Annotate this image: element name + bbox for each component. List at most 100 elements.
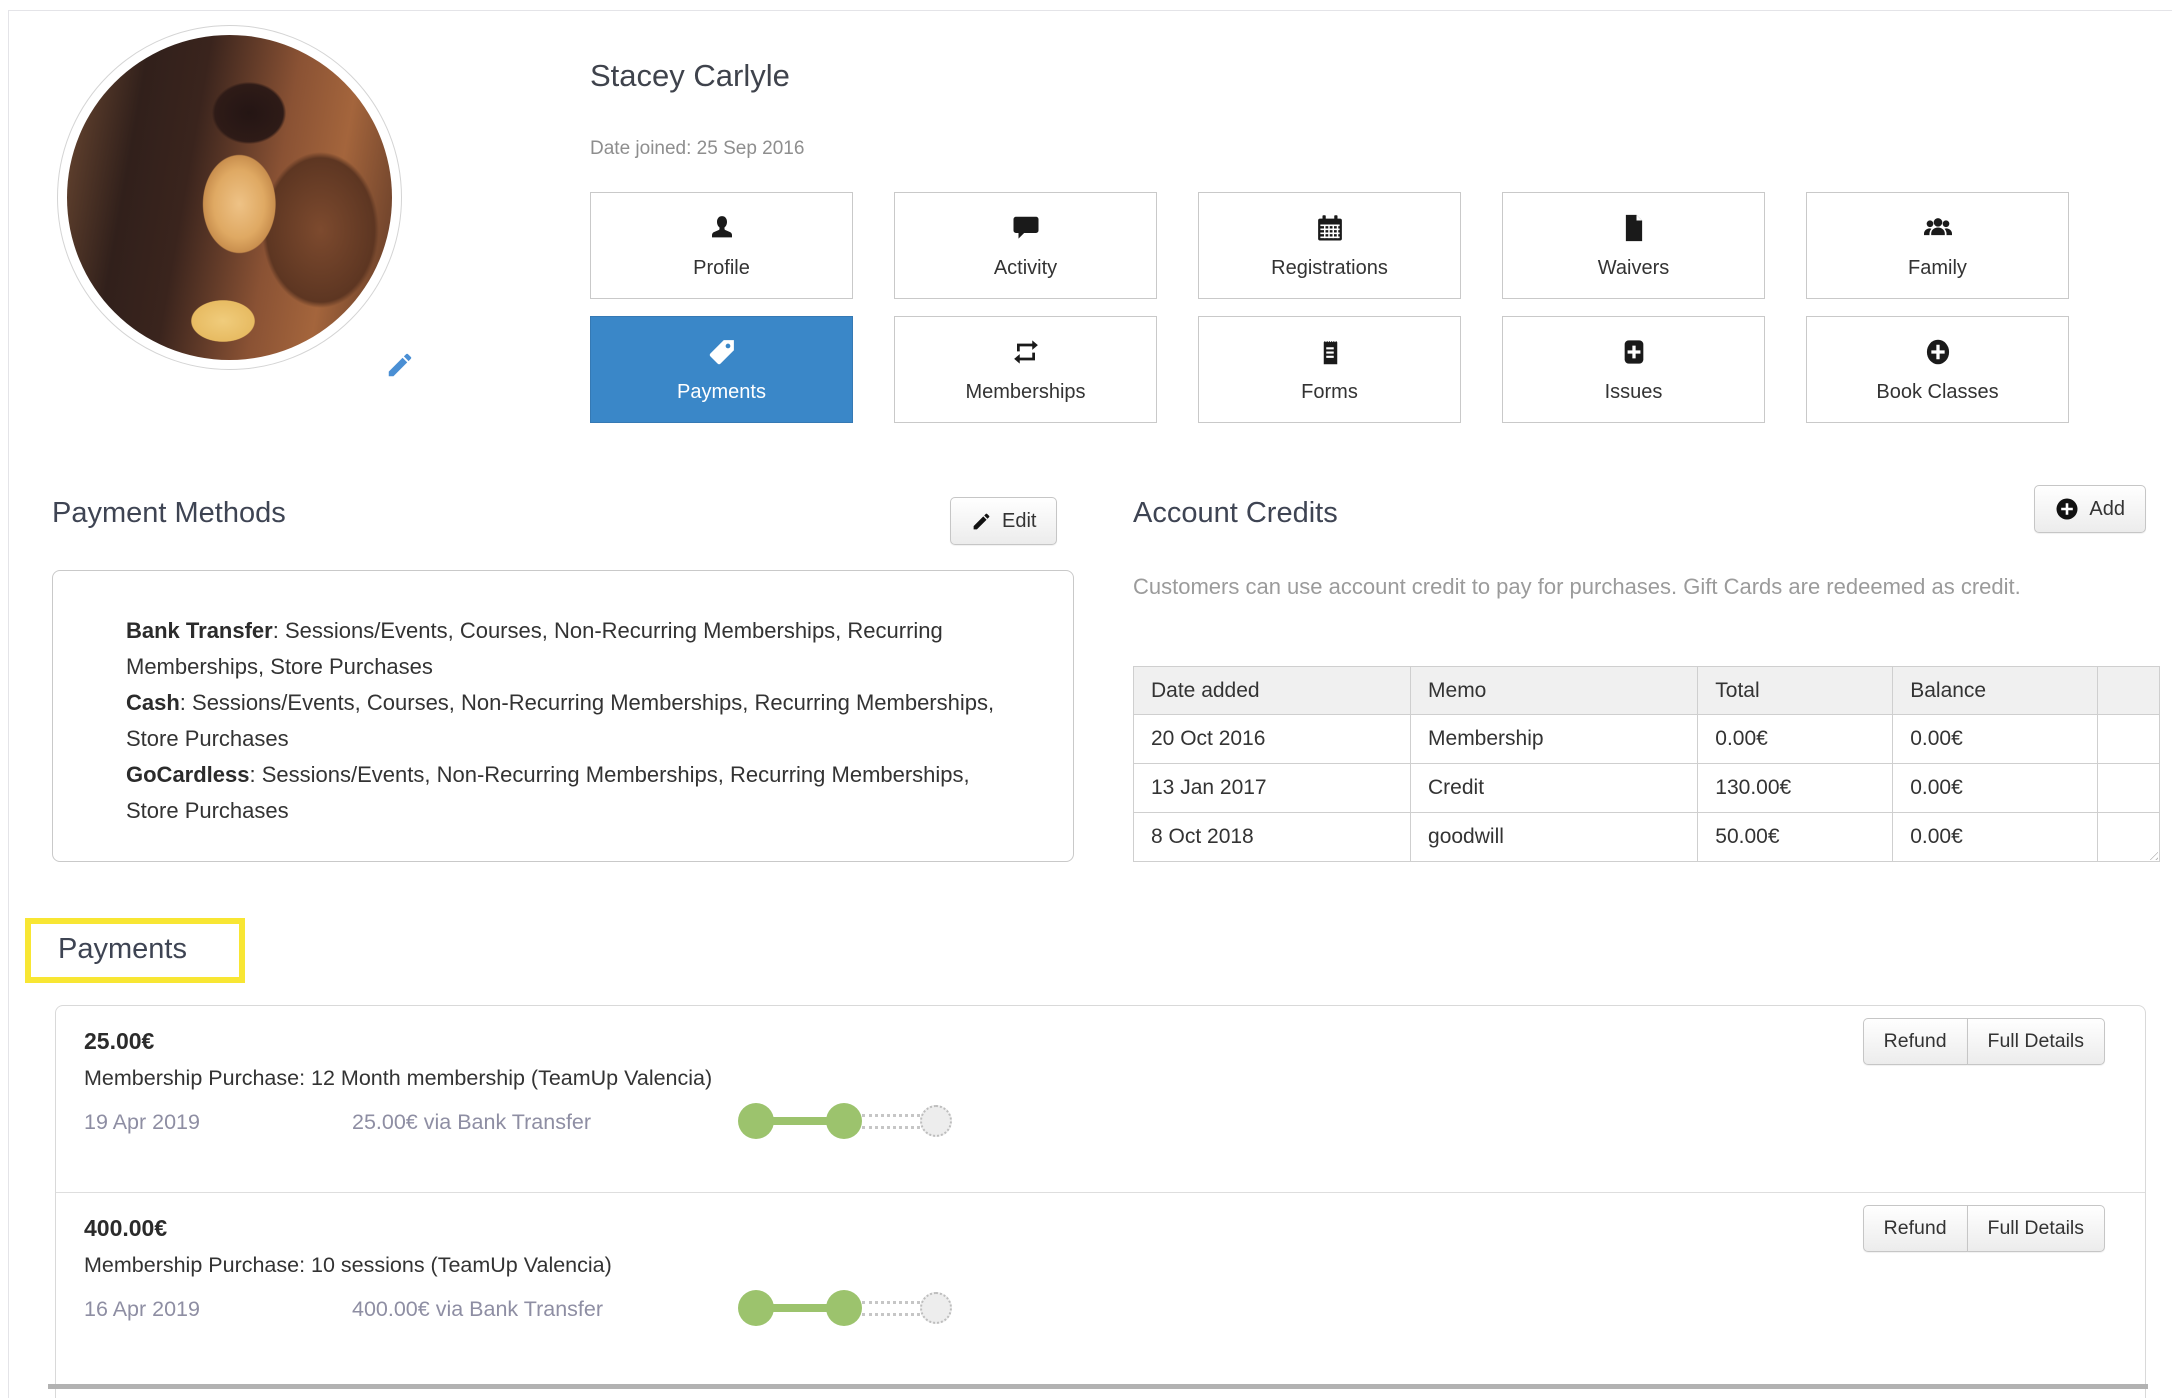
tag-icon bbox=[707, 336, 737, 368]
payments-title: Payments bbox=[58, 933, 187, 965]
plus-square-icon bbox=[1620, 336, 1648, 368]
payment-description: Membership Purchase: 12 Month membership… bbox=[84, 1066, 713, 1090]
edit-payment-methods-button[interactable]: Edit bbox=[950, 497, 1058, 545]
nav-label: Forms bbox=[1301, 380, 1358, 403]
avatar bbox=[67, 35, 392, 360]
cell-total: 130.00€ bbox=[1697, 763, 1894, 813]
calendar-icon bbox=[1315, 212, 1345, 244]
column-header-date-added: Date added bbox=[1132, 666, 1412, 715]
plus-circle-icon bbox=[2055, 497, 2079, 521]
payment-method-details: : Sessions/Events, Courses, Non-Recurrin… bbox=[126, 690, 995, 751]
nav-button-book-classes[interactable]: Book Classes bbox=[1806, 316, 2069, 423]
payment-progress-indicator bbox=[738, 1290, 952, 1326]
payment-method-name: GoCardless bbox=[126, 762, 250, 787]
table-row: 20 Oct 2016 Membership 0.00€ 0.00€ bbox=[1132, 714, 2160, 764]
progress-dot-filled bbox=[826, 1103, 862, 1139]
cell-total: 0.00€ bbox=[1697, 714, 1894, 764]
cell-empty bbox=[2097, 714, 2160, 764]
payment-method-gocardless: GoCardless: Sessions/Events, Non-Recurri… bbox=[126, 757, 1025, 829]
progress-connector-dotted bbox=[862, 1113, 920, 1129]
nav-label: Profile bbox=[693, 256, 750, 279]
edit-photo-pencil-icon[interactable] bbox=[385, 350, 415, 380]
cell-empty bbox=[2097, 812, 2160, 862]
nav-label: Book Classes bbox=[1876, 380, 1999, 403]
payment-date: 16 Apr 2019 bbox=[84, 1297, 200, 1321]
nav-label: Issues bbox=[1604, 380, 1663, 403]
next-payment-row-partial bbox=[55, 1389, 2146, 1398]
nav-label: Payments bbox=[677, 380, 766, 403]
payment-method-summary: 400.00€ via Bank Transfer bbox=[352, 1297, 603, 1321]
payment-method-name: Cash bbox=[126, 690, 180, 715]
progress-connector-solid bbox=[772, 1117, 828, 1125]
file-icon bbox=[1619, 212, 1649, 244]
customer-name: Stacey Carlyle bbox=[590, 58, 790, 93]
refund-button[interactable]: Refund bbox=[1862, 1205, 1967, 1252]
progress-dot-filled bbox=[826, 1290, 862, 1326]
nav-button-registrations[interactable]: Registrations bbox=[1198, 192, 1461, 299]
nav-button-issues[interactable]: Issues bbox=[1502, 316, 1765, 423]
payment-method-details: : Sessions/Events, Courses, Non-Recurrin… bbox=[126, 618, 943, 679]
payment-progress-indicator bbox=[738, 1103, 952, 1139]
full-details-button[interactable]: Full Details bbox=[1966, 1205, 2105, 1252]
nav-button-payments[interactable]: Payments bbox=[590, 316, 853, 423]
cell-date-added: 13 Jan 2017 bbox=[1132, 763, 1412, 813]
payment-description: Membership Purchase: 10 sessions (TeamUp… bbox=[84, 1253, 612, 1277]
users-icon bbox=[1922, 212, 1954, 244]
cell-balance: 0.00€ bbox=[1892, 763, 2099, 813]
progress-dot-filled bbox=[738, 1290, 774, 1326]
cell-balance: 0.00€ bbox=[1892, 714, 2099, 764]
refund-button[interactable]: Refund bbox=[1862, 1018, 1967, 1065]
column-header-balance: Balance bbox=[1892, 666, 2099, 715]
payment-actions: Refund Full Details bbox=[1862, 1205, 2105, 1252]
nav-label: Activity bbox=[993, 256, 1058, 279]
table-row: 8 Oct 2018 goodwill 50.00€ 0.00€ bbox=[1132, 812, 2160, 862]
date-joined: Date joined: 25 Sep 2016 bbox=[590, 138, 805, 159]
column-header-total: Total bbox=[1697, 666, 1894, 715]
account-credits-table: Date added Memo Total Balance 20 Oct 201… bbox=[1132, 666, 2160, 862]
payment-amount: 25.00€ bbox=[84, 1028, 155, 1054]
nav-label: Waivers bbox=[1597, 256, 1670, 279]
nav-button-profile[interactable]: Profile bbox=[590, 192, 853, 299]
pencil-icon bbox=[971, 511, 992, 532]
payment-method-cash: Cash: Sessions/Events, Courses, Non-Recu… bbox=[126, 685, 1025, 757]
payment-method-bank-transfer: Bank Transfer: Sessions/Events, Courses,… bbox=[126, 613, 1025, 685]
cell-memo: Credit bbox=[1410, 763, 1699, 813]
payment-amount: 400.00€ bbox=[84, 1215, 168, 1241]
nav-button-waivers[interactable]: Waivers bbox=[1502, 192, 1765, 299]
add-credit-button[interactable]: Add bbox=[2034, 485, 2146, 533]
panel-left-border bbox=[8, 10, 9, 1398]
cell-date-added: 20 Oct 2016 bbox=[1132, 714, 1412, 764]
nav-button-family[interactable]: Family bbox=[1806, 192, 2069, 299]
table-row: 13 Jan 2017 Credit 130.00€ 0.00€ bbox=[1132, 763, 2160, 813]
nav-label: Registrations bbox=[1271, 256, 1388, 279]
avatar-ring bbox=[57, 25, 402, 370]
edit-button-label: Edit bbox=[1002, 509, 1037, 532]
add-button-label: Add bbox=[2089, 497, 2125, 520]
progress-dot-empty bbox=[920, 1292, 952, 1324]
nav-button-activity[interactable]: Activity bbox=[894, 192, 1157, 299]
forms-icon bbox=[1315, 336, 1345, 368]
panel-top-border bbox=[8, 10, 2172, 11]
payment-methods-title: Payment Methods bbox=[52, 497, 286, 529]
payments-title-highlight: Payments bbox=[25, 918, 245, 983]
section-divider bbox=[48, 1384, 2148, 1389]
profile-nav: Profile Activity bbox=[590, 192, 2069, 423]
payment-methods-box: Bank Transfer: Sessions/Events, Courses,… bbox=[52, 570, 1074, 862]
repeat-icon bbox=[1011, 336, 1041, 368]
progress-dot-filled bbox=[738, 1103, 774, 1139]
cell-date-added: 8 Oct 2018 bbox=[1132, 812, 1412, 862]
payment-date: 19 Apr 2019 bbox=[84, 1110, 200, 1134]
column-header-memo: Memo bbox=[1410, 666, 1699, 715]
cell-memo: goodwill bbox=[1410, 812, 1699, 862]
cell-empty bbox=[2097, 763, 2160, 813]
plus-circle-icon bbox=[1924, 336, 1952, 368]
nav-button-forms[interactable]: Forms bbox=[1198, 316, 1461, 423]
column-header-empty bbox=[2097, 666, 2160, 715]
cell-memo: Membership bbox=[1410, 714, 1699, 764]
payment-method-name: Bank Transfer bbox=[126, 618, 273, 643]
comment-icon bbox=[1011, 212, 1041, 244]
nav-button-memberships[interactable]: Memberships bbox=[894, 316, 1157, 423]
full-details-button[interactable]: Full Details bbox=[1966, 1018, 2105, 1065]
nav-label: Family bbox=[1908, 256, 1967, 279]
progress-connector-dotted bbox=[862, 1300, 920, 1316]
